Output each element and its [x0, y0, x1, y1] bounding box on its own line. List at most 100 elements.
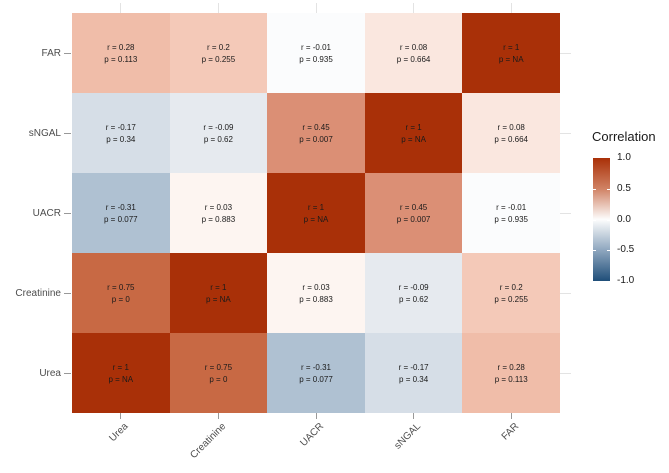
cell-r-value: r = 0.75 — [204, 362, 233, 372]
heatmap-cell: r = -0.09 p = 0.62 — [364, 253, 463, 333]
x-axis-label-slot: sNGAL — [365, 421, 463, 473]
right-gridline-stub — [560, 133, 571, 134]
x-axis-label: Urea — [107, 421, 131, 445]
heatmap-cell: r = 0.45 p = 0.007 — [267, 93, 365, 173]
right-gridline-stub — [560, 293, 571, 294]
cell-p-value: p = 0.077 — [104, 214, 138, 224]
heatmap-cell: r = 1 p = NA — [462, 13, 560, 93]
heatmap-cell: r = 0.75 p = 0 — [169, 333, 268, 413]
colorbar-tick — [607, 219, 610, 221]
cell-r-value: r = 1 — [112, 362, 129, 372]
cell-p-value: p = 0.34 — [106, 134, 136, 144]
y-axis-label: Creatinine — [15, 287, 61, 299]
cell-r-value: r = -0.01 — [300, 42, 331, 52]
heatmap-cell: r = 1 p = NA — [364, 93, 463, 173]
cell-r-value: r = 1 — [210, 282, 227, 292]
right-gridline-stub — [560, 213, 571, 214]
cell-r-value: r = 1 — [503, 42, 520, 52]
cell-r-value: r = 0.03 — [204, 202, 233, 212]
x-axis-label: Creatinine — [188, 421, 229, 462]
y-axis-tick — [64, 213, 71, 214]
cell-p-value: p = 0.664 — [396, 54, 431, 64]
heatmap-cell: r = -0.01 p = 0.935 — [462, 173, 560, 253]
heatmap-cell: r = -0.17 p = 0.34 — [364, 333, 463, 413]
x-axis-labels: Urea Creatinine UACR sNGAL FAR — [72, 421, 560, 473]
top-gridline-stub — [120, 3, 122, 13]
cell-p-value: p = 0.007 — [396, 214, 431, 224]
colorbar-tick — [593, 219, 596, 221]
heatmap-cell: r = 0.08 p = 0.664 — [462, 93, 560, 173]
y-axis-label: Urea — [39, 367, 61, 379]
heatmap-cell: r = 1 p = NA — [267, 173, 365, 253]
cell-p-value: p = NA — [108, 374, 134, 384]
cell-r-value: r = 0.45 — [302, 122, 330, 132]
cell-r-value: r = 0.45 — [399, 202, 428, 212]
cell-r-value: r = -0.09 — [203, 122, 234, 132]
top-gridline-stub — [217, 3, 219, 13]
x-axis-tick — [120, 413, 122, 419]
cell-p-value: p = 0.113 — [104, 54, 138, 64]
cell-p-value: p = NA — [303, 214, 329, 224]
heatmap-cell: r = 0.28 p = 0.113 — [462, 333, 560, 413]
heatmap-cell: r = 0.75 p = 0 — [72, 253, 170, 333]
cell-r-value: r = 0.28 — [497, 362, 525, 372]
cell-p-value: p = 0.883 — [201, 214, 236, 224]
heatmap-cell: r = -0.31 p = 0.077 — [267, 333, 365, 413]
correlation-legend: Correlation 1.0 0.5 0.0 -0.5 -1.0 — [592, 129, 656, 286]
heatmap-grid: r = 0.28 p = 0.113 r = 0.2 p = 0.255 r = -0.… — [72, 13, 560, 413]
cell-r-value: r = -0.31 — [105, 202, 136, 212]
cell-r-value: r = 0.08 — [399, 42, 428, 52]
top-gridline-stub — [315, 3, 317, 13]
cell-p-value: p = 0.883 — [299, 294, 333, 304]
legend-tick-label: 0.5 — [617, 182, 631, 194]
colorbar-tick — [607, 188, 610, 190]
legend-tick-label: -0.5 — [617, 244, 635, 256]
y-axis-label: sNGAL — [28, 127, 61, 139]
top-gridline-stub — [413, 3, 415, 13]
right-gridline-stub — [560, 373, 571, 374]
y-axis-label: UACR — [32, 207, 61, 219]
x-axis-label: FAR — [499, 421, 521, 443]
heatmap-cell: r = 0.08 p = 0.664 — [364, 13, 463, 93]
cell-p-value: p = 0.664 — [494, 134, 528, 144]
y-axis-tick — [64, 293, 71, 294]
x-axis-label: sNGAL — [392, 421, 424, 452]
cell-r-value: r = 1 — [307, 202, 325, 212]
cell-r-value: r = -0.01 — [496, 202, 527, 212]
cell-p-value: p = 0.113 — [494, 374, 528, 384]
cell-p-value: p = 0.255 — [494, 294, 528, 304]
cell-p-value: p = 0 — [209, 374, 228, 384]
cell-r-value: r = -0.17 — [398, 362, 429, 372]
cell-p-value: p = NA — [206, 294, 231, 304]
cell-r-value: r = 0.2 — [206, 42, 230, 52]
x-axis-label-slot: FAR — [462, 421, 560, 473]
legend-tick-label: 1.0 — [617, 152, 631, 163]
heatmap-cell: r = 0.03 p = 0.883 — [169, 173, 268, 253]
y-axis-tick — [64, 53, 71, 54]
heatmap-cell: r = 1 p = NA — [72, 333, 170, 413]
x-axis-tick — [217, 413, 219, 419]
cell-p-value: p = 0 — [111, 294, 130, 304]
heatmap-cell: r = 0.03 p = 0.883 — [267, 253, 365, 333]
heatmap-cell: r = 0.2 p = 0.255 — [462, 253, 560, 333]
heatmap-cell: r = -0.31 p = 0.077 — [72, 173, 170, 253]
heatmap-cell: r = 0.28 p = 0.113 — [72, 13, 170, 93]
heatmap-cell: r = -0.01 p = 0.935 — [267, 13, 365, 93]
top-gridline-stub — [510, 3, 512, 13]
heatmap-cell: r = 0.2 p = 0.255 — [169, 13, 268, 93]
cell-p-value: p = NA — [498, 54, 524, 64]
heatmap-cell: r = 1 p = NA — [169, 253, 268, 333]
colorbar-tick — [593, 250, 596, 252]
x-axis-tick — [315, 413, 317, 419]
cell-p-value: p = NA — [401, 134, 426, 144]
cell-r-value: r = 0.03 — [302, 282, 330, 292]
x-axis-tick — [413, 413, 415, 419]
x-axis-label-slot: Creatinine — [170, 421, 268, 473]
x-axis-tick — [510, 413, 512, 419]
cell-r-value: r = 0.75 — [107, 282, 135, 292]
legend-title: Correlation — [592, 129, 656, 144]
x-axis-label: UACR — [297, 421, 326, 449]
cell-p-value: p = 0.007 — [299, 134, 333, 144]
heatmap-cell: r = 0.45 p = 0.007 — [364, 173, 463, 253]
legend-tick-label: -1.0 — [617, 275, 635, 286]
